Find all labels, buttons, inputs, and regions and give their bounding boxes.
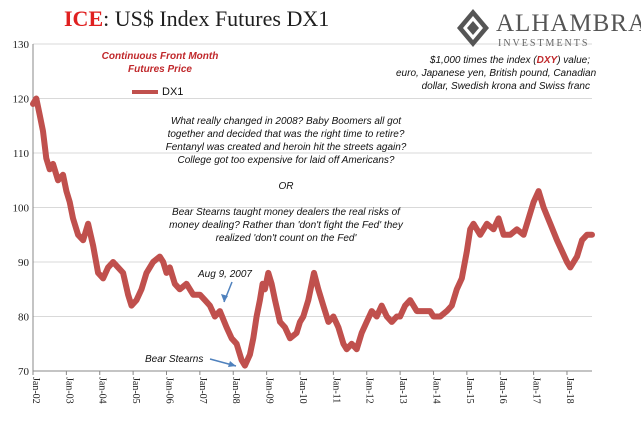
x-tick-label: Jan-16 xyxy=(497,377,508,404)
x-tick-label: Jan-08 xyxy=(230,377,241,404)
commentary-line: OR xyxy=(278,181,294,192)
series-caption-line1: Continuous Front Month xyxy=(101,51,219,62)
annotation-aug2007: Aug 9, 2007 xyxy=(198,269,252,280)
commentary-line: Bear Stearns taught money dealers the re… xyxy=(172,207,400,218)
x-tick-label: Jan-14 xyxy=(430,377,441,404)
alhambra-logo: ALHAMBRA INVESTMENTS xyxy=(456,8,641,56)
title-rest: : US$ Index Futures DX1 xyxy=(103,6,330,31)
commentary-text: What really changed in 2008? Baby Boomer… xyxy=(136,115,436,245)
annotation-bear-stearns: Bear Stearns xyxy=(145,354,204,365)
chart-title: ICE: US$ Index Futures DX1 xyxy=(64,6,329,32)
commentary-line: What really changed in 2008? Baby Boomer… xyxy=(170,116,402,127)
x-tick-label: Jan-05 xyxy=(130,377,141,404)
x-tick-label: Jan-12 xyxy=(364,377,375,404)
index-description: $1,000 times the index (DXY) value; euro… xyxy=(396,54,597,93)
dxy-label: DXY xyxy=(536,55,558,66)
legend-label: DX1 xyxy=(162,86,184,98)
x-tick-label: Jan-09 xyxy=(264,377,275,404)
y-tick-label: 110 xyxy=(13,148,30,160)
y-tick-label: 90 xyxy=(18,257,30,269)
x-tick-label: Jan-03 xyxy=(63,377,74,404)
commentary-line: College got too expensive for laid off A… xyxy=(177,155,395,166)
x-tick-label: Jan-04 xyxy=(97,377,108,404)
bear-stearns-arrow xyxy=(209,358,237,367)
description-line3: dollar, Swedish krona and Swiss franc xyxy=(421,81,590,92)
x-tick-label: Jan-07 xyxy=(197,377,208,404)
y-tick-label: 120 xyxy=(13,94,30,106)
commentary-line: Fentanyl was created and heroin hit the … xyxy=(165,142,407,153)
x-tick-label: Jan-11 xyxy=(330,377,341,403)
x-tick-label: Jan-02 xyxy=(30,377,41,404)
x-tick-labels: Jan-02 Jan-03 Jan-04 Jan-05 Jan-06 Jan-07 Jan-… xyxy=(30,371,575,404)
series-line-dx1 xyxy=(30,95,595,369)
logo-name: ALHAMBRA xyxy=(496,10,641,37)
aug2007-arrow xyxy=(221,281,233,303)
y-tick-labels: 70 80 90 100 110 120 130 xyxy=(13,39,30,378)
series-caption-line2: Futures Price xyxy=(128,64,192,75)
y-tick-label: 70 xyxy=(18,366,30,378)
commentary-line: realized 'don't count on the Fed' xyxy=(215,233,357,244)
y-tick-label: 80 xyxy=(18,312,30,324)
commentary-line xyxy=(136,167,436,180)
x-tick-label: Jan-17 xyxy=(531,377,542,404)
legend-swatch xyxy=(132,90,158,95)
logo-subtitle: INVESTMENTS xyxy=(498,38,590,49)
y-tick-label: 100 xyxy=(13,203,30,215)
x-tick-label: Jan-10 xyxy=(297,377,308,404)
description-line2: euro, Japanese yen, British pound, Canad… xyxy=(396,68,597,79)
gridlines xyxy=(33,43,592,317)
x-tick-label: Jan-15 xyxy=(464,377,475,404)
legend: DX1 xyxy=(132,86,183,98)
commentary-line: together and decided that was the right … xyxy=(167,129,405,140)
x-tick-label: Jan-06 xyxy=(163,377,174,404)
diamond-logo-icon xyxy=(457,9,489,47)
x-tick-label: Jan-18 xyxy=(564,377,575,404)
commentary-line: money dealing? Rather than 'don't fight … xyxy=(169,220,403,231)
commentary-line xyxy=(136,193,436,206)
y-tick-label: 130 xyxy=(13,39,30,51)
x-tick-label: Jan-13 xyxy=(397,377,408,404)
title-prefix: ICE xyxy=(64,6,104,31)
series-caption: Continuous Front Month Futures Price xyxy=(100,50,220,76)
description-line1: $1,000 times the index (DXY) value; xyxy=(429,55,590,66)
